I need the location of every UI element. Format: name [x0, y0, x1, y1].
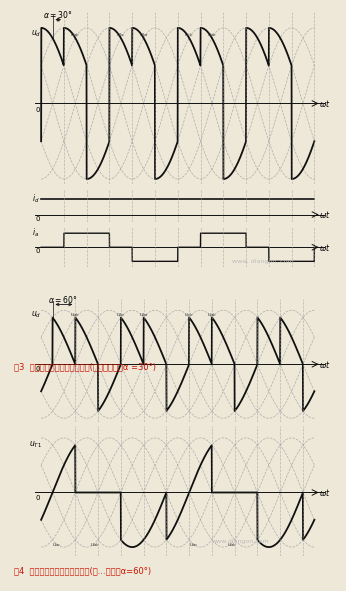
Text: $u_{ba}$: $u_{ba}$: [138, 311, 149, 319]
Text: $u_{bc}$: $u_{bc}$: [116, 311, 126, 319]
Text: $\omega t$: $\omega t$: [319, 98, 331, 109]
Text: $u_{bc}$: $u_{bc}$: [116, 31, 126, 39]
Text: 0: 0: [36, 366, 40, 372]
Text: $u_{ab}$: $u_{ab}$: [227, 541, 237, 549]
Text: $u_{T1}$: $u_{T1}$: [29, 440, 42, 450]
Text: 图3  三相桥式全控整流电路波形(电感性负载，α =30°): 图3 三相桥式全控整流电路波形(电感性负载，α =30°): [14, 362, 156, 371]
Text: 图4  三相桥式全控整流电路波形(电...负载，α=60°): 图4 三相桥式全控整流电路波形(电...负载，α=60°): [14, 566, 151, 575]
Text: $i_d$: $i_d$: [32, 193, 39, 205]
Text: 0: 0: [36, 248, 40, 254]
Text: $\omega t$: $\omega t$: [319, 209, 331, 220]
Text: $\omega t$: $\omega t$: [319, 242, 331, 253]
Text: $u_{ab}$: $u_{ab}$: [207, 31, 217, 39]
Text: 0: 0: [36, 495, 40, 501]
Text: www.diangon.com: www.diangon.com: [212, 539, 270, 544]
Text: $u_{cb}$: $u_{cb}$: [184, 31, 194, 39]
Text: $i_a$: $i_a$: [32, 227, 39, 239]
Text: $u_{ba}$: $u_{ba}$: [138, 31, 149, 39]
Text: www. diangon. com: www. diangon. com: [233, 259, 294, 264]
Text: $\omega t$: $\omega t$: [319, 487, 331, 498]
Text: $u_{ab}$: $u_{ab}$: [70, 311, 80, 319]
Text: 0: 0: [36, 216, 40, 222]
Text: $u_{ab}$: $u_{ab}$: [90, 541, 101, 549]
Text: $u_d$: $u_d$: [30, 309, 41, 320]
Text: 0: 0: [36, 106, 40, 112]
Text: $u_{ab}$: $u_{ab}$: [70, 31, 80, 39]
Text: $\alpha=60°$: $\alpha=60°$: [48, 294, 78, 306]
Text: $u_d$: $u_d$: [30, 28, 41, 39]
Text: $\omega t$: $\omega t$: [319, 359, 331, 370]
Text: $u_{cb}$: $u_{cb}$: [184, 311, 194, 319]
Text: $\alpha=30°$: $\alpha=30°$: [43, 9, 72, 20]
Text: $u_{ac}$: $u_{ac}$: [53, 541, 62, 549]
Text: $u_{ab}$: $u_{ab}$: [207, 311, 217, 319]
Text: $u_{ac}$: $u_{ac}$: [189, 541, 199, 549]
